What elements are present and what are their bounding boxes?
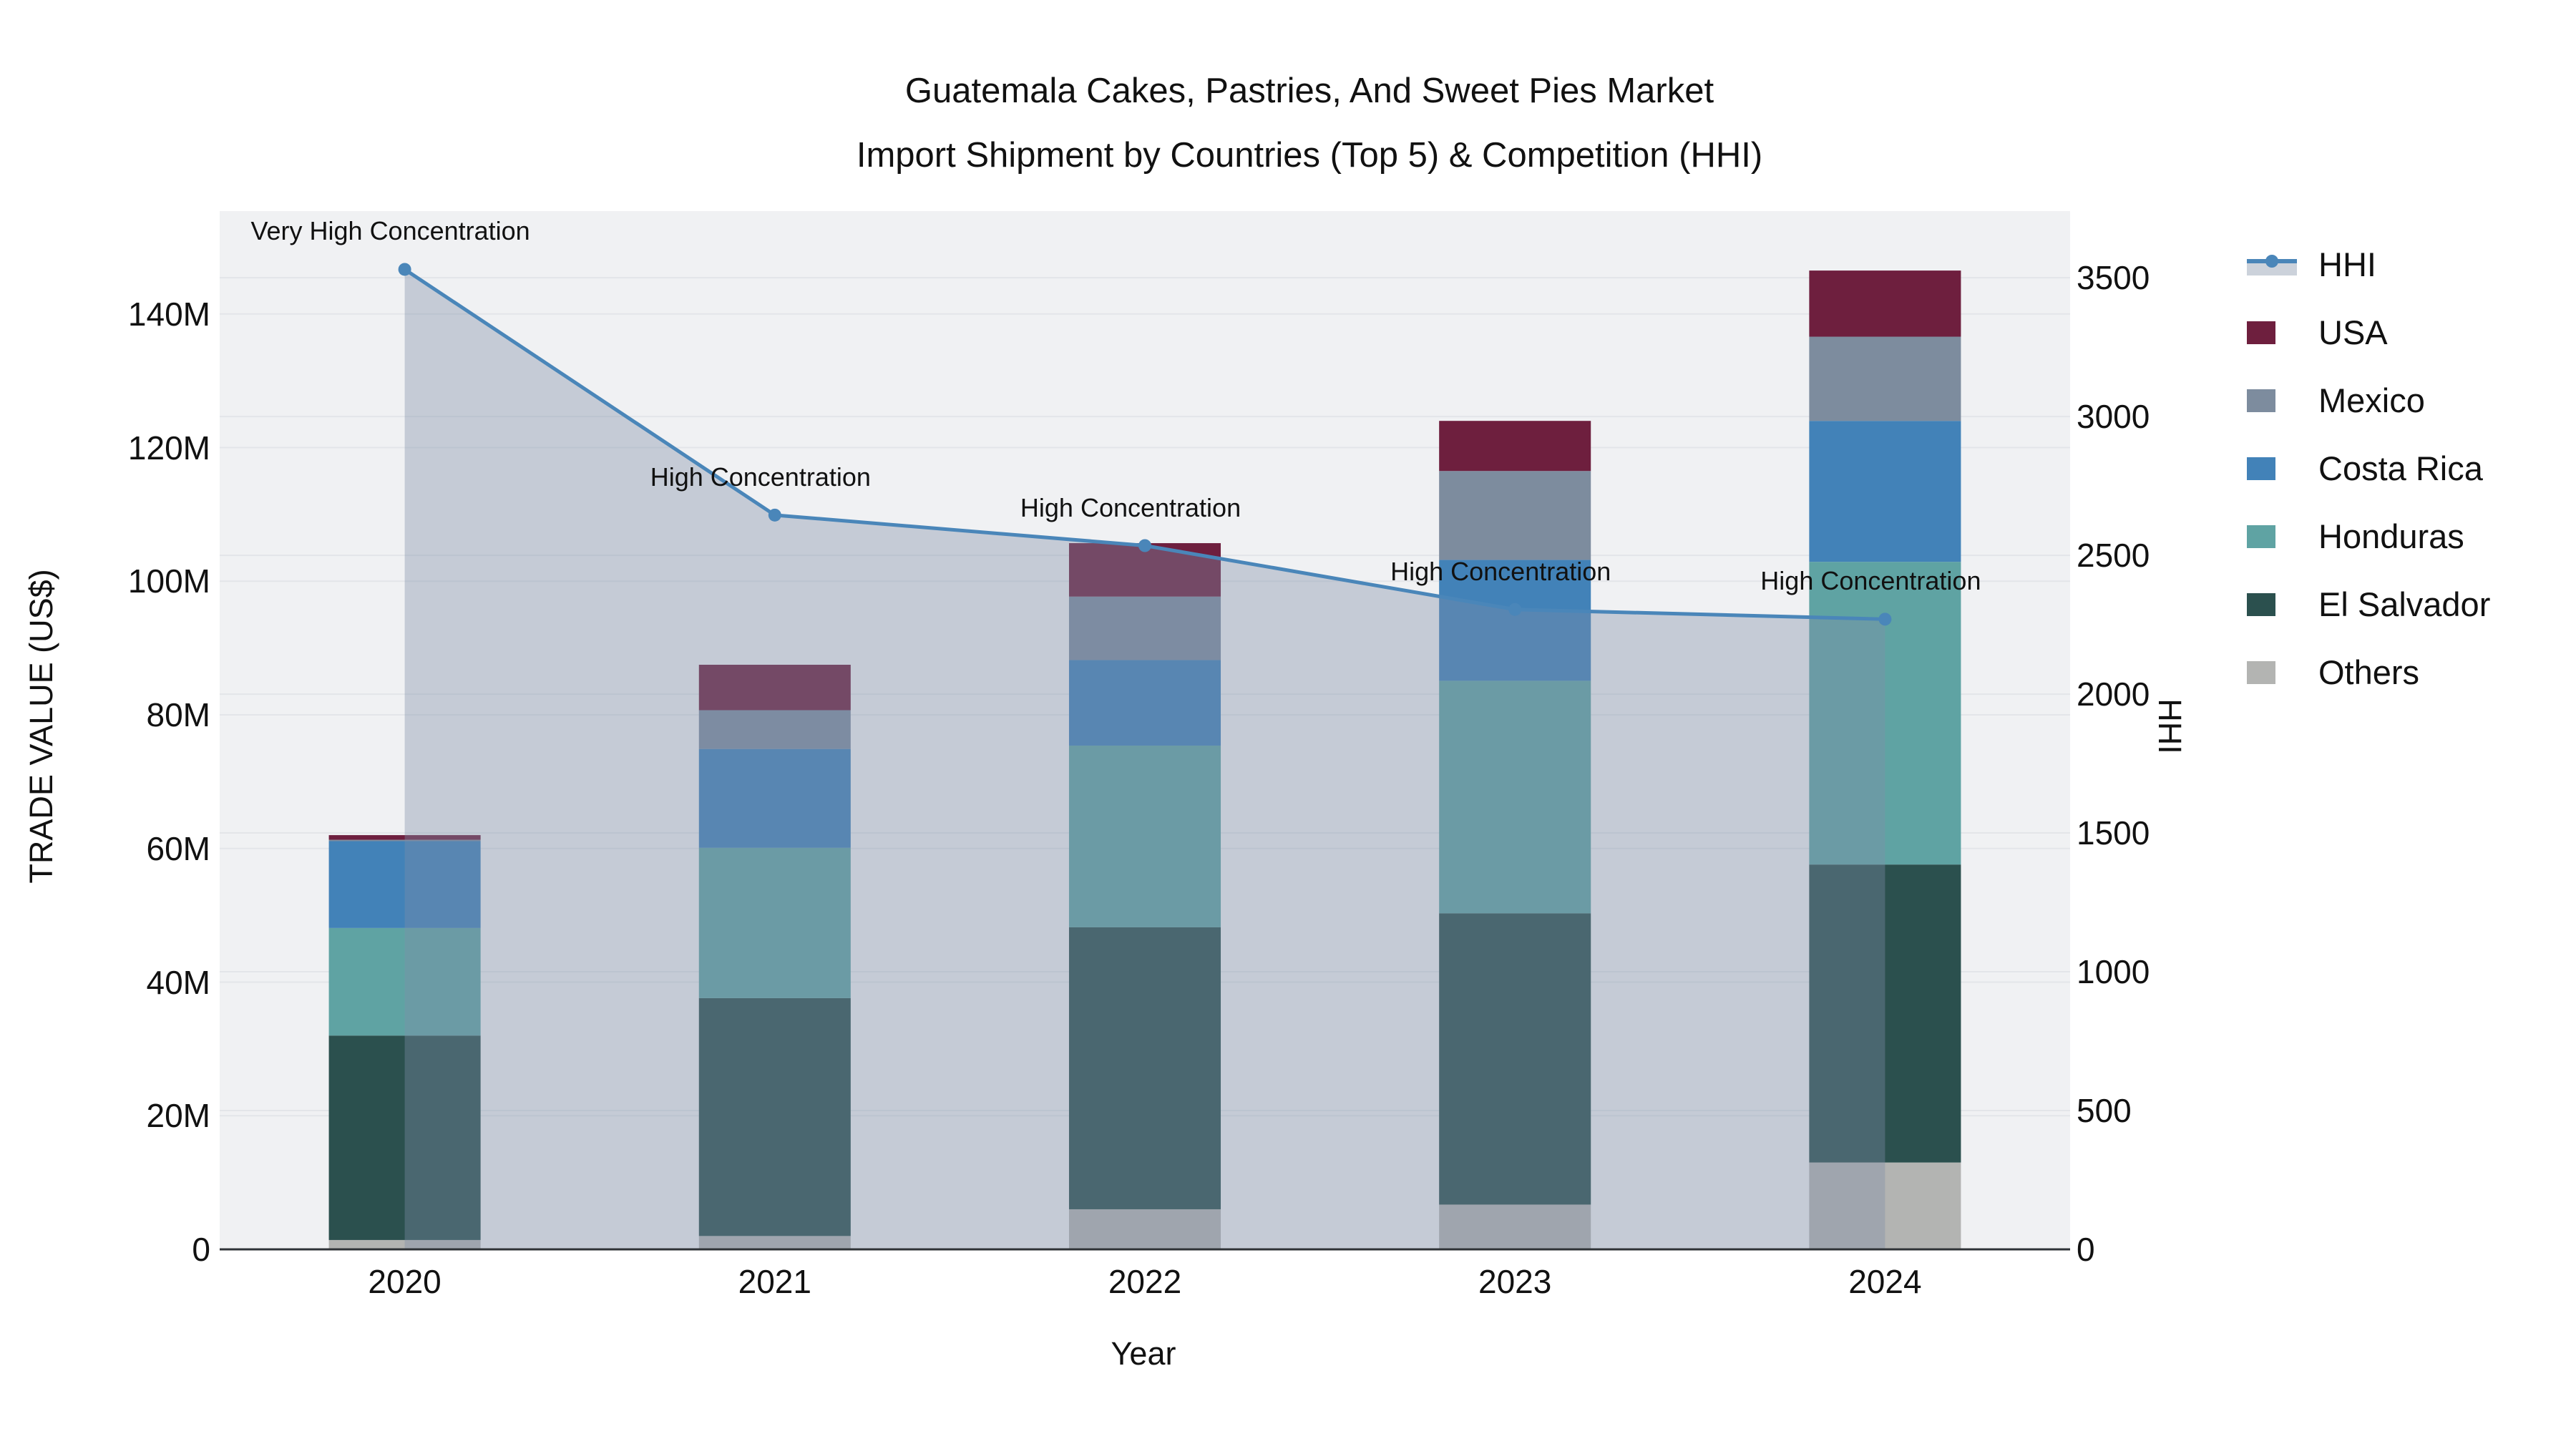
bar-segment-others-2022[interactable] [1068,1209,1221,1249]
legend-label: Honduras [2318,517,2464,555]
bar-segment-mexico-2022[interactable] [1068,596,1221,660]
bar-segment-el-salvador-2024[interactable] [1809,864,1961,1163]
legend-color-swatch-icon [2247,321,2275,344]
bar-segment-mexico-2024[interactable] [1809,336,1961,421]
bar-segment-mexico-2021[interactable] [698,710,851,749]
bar-segment-mexico-2020[interactable] [328,839,481,841]
bar-segment-honduras-2023[interactable] [1439,680,1591,914]
legend-color-swatch-icon [2247,592,2275,616]
legend-item-mexico[interactable]: Mexico [2247,366,2490,434]
bar-segment-others-2024[interactable] [1809,1162,1961,1249]
bar-segment-usa-2021[interactable] [698,664,851,711]
bar-segment-usa-2023[interactable] [1439,421,1591,472]
legend-label: Others [2318,653,2420,691]
bar-segment-honduras-2022[interactable] [1068,745,1221,927]
bar-segment-mexico-2023[interactable] [1439,471,1591,560]
bar-segment-others-2023[interactable] [1439,1204,1591,1249]
bar-segment-usa-2022[interactable] [1068,543,1221,597]
legend: HHI USA Mexico Costa Rica Honduras El Salvado… [2247,230,2490,706]
bar-segment-honduras-2024[interactable] [1809,562,1961,865]
bar-segment-usa-2024[interactable] [1809,270,1961,337]
legend-color-swatch-icon [2247,660,2275,684]
legend-line-sample-icon [2247,252,2297,278]
bar-segment-honduras-2020[interactable] [328,927,481,1036]
bar-segment-costa-rica-2021[interactable] [698,748,851,848]
legend-label: El Salvador [2318,585,2491,623]
legend-label: USA [2318,313,2388,351]
bar-segment-el-salvador-2022[interactable] [1068,927,1221,1209]
bar-segment-el-salvador-2020[interactable] [328,1035,481,1240]
legend-item-others[interactable]: Others [2247,638,2490,706]
bar-segment-honduras-2021[interactable] [698,847,851,998]
legend-color-swatch-icon [2247,525,2275,548]
bar-segment-costa-rica-2020[interactable] [328,841,481,928]
hhi-marker-2021[interactable] [768,508,781,522]
legend-label: HHI [2318,245,2376,283]
legend-label: Mexico [2318,381,2425,419]
legend-label: Costa Rica [2318,449,2483,487]
bar-segment-costa-rica-2023[interactable] [1439,560,1591,681]
legend-item-hhi[interactable]: HHI [2247,230,2490,298]
hhi-marker-2023[interactable] [1508,602,1522,616]
legend-item-honduras[interactable]: Honduras [2247,502,2490,570]
hhi-marker-2024[interactable] [1878,613,1892,626]
bar-segment-el-salvador-2023[interactable] [1439,913,1591,1205]
bar-segment-usa-2020[interactable] [328,835,481,840]
hhi-area-fill [404,269,1885,1249]
hhi-marker-2020[interactable] [398,263,411,276]
hhi-marker-2022[interactable] [1138,539,1151,552]
legend-item-el-salvador[interactable]: El Salvador [2247,570,2490,638]
legend-color-swatch-icon [2247,457,2275,480]
bar-segment-others-2021[interactable] [698,1236,851,1249]
bar-segment-costa-rica-2022[interactable] [1068,660,1221,746]
legend-color-swatch-icon [2247,389,2275,412]
legend-item-usa[interactable]: USA [2247,298,2490,366]
bar-segment-costa-rica-2024[interactable] [1809,421,1961,562]
legend-item-costa-rica[interactable]: Costa Rica [2247,434,2490,502]
bar-segment-others-2020[interactable] [328,1239,481,1249]
bar-segment-el-salvador-2021[interactable] [698,997,851,1236]
